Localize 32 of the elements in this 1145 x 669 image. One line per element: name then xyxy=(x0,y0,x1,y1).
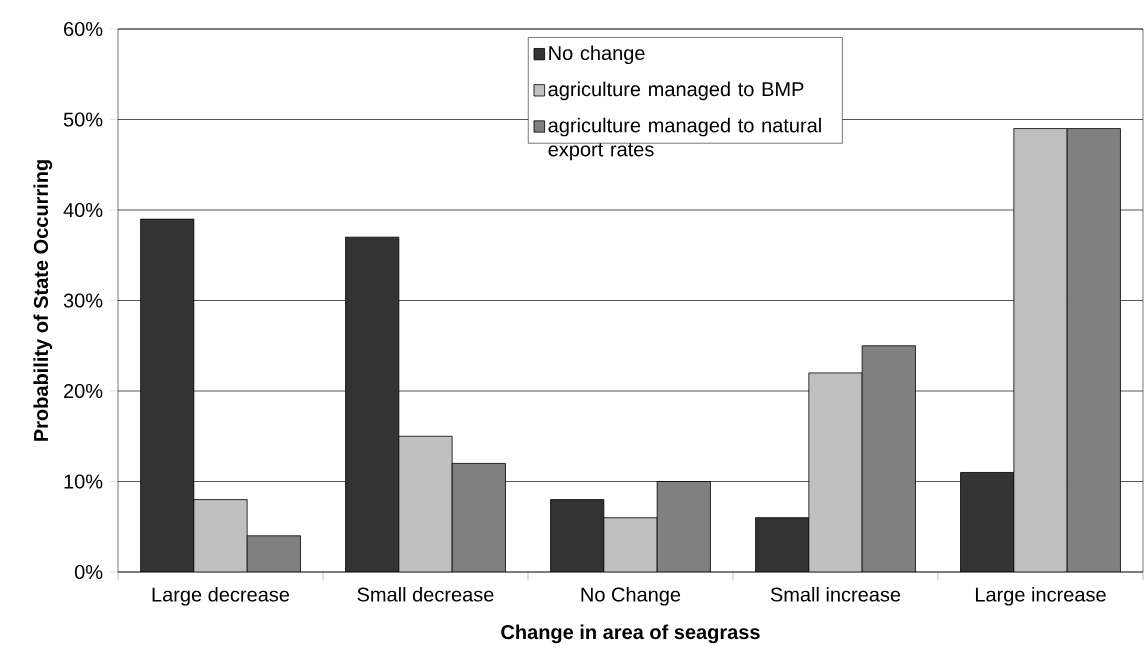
bar xyxy=(755,517,809,572)
bar xyxy=(603,517,658,572)
bar xyxy=(398,436,453,572)
bar xyxy=(193,499,248,572)
bar xyxy=(345,237,399,572)
x-tick-label: No Change xyxy=(581,586,681,606)
y-tick-label: 50% xyxy=(63,112,103,127)
bar xyxy=(960,472,1015,572)
bar xyxy=(1066,128,1121,572)
legend-label: agriculture managed to natural export rates xyxy=(548,117,821,161)
y-tick-label: 0% xyxy=(74,564,103,580)
x-tick-label: Small decrease xyxy=(357,586,494,602)
bar xyxy=(862,345,916,572)
y-tick-label: 20% xyxy=(64,383,103,399)
bar xyxy=(808,372,863,572)
y-tick-label: 10% xyxy=(64,474,103,489)
bar xyxy=(1013,128,1068,572)
x-tick-label: Small increase xyxy=(770,586,901,602)
y-tick-label: 60% xyxy=(64,21,103,37)
bar xyxy=(140,219,194,572)
y-tick-label: 40% xyxy=(63,202,103,218)
y-axis-title: Probability of State Occurring xyxy=(33,160,53,441)
bar xyxy=(550,499,604,572)
x-axis-title: Change in area of seagrass xyxy=(501,624,760,644)
y-tick-label: 30% xyxy=(63,293,103,308)
x-tick-label: Large increase xyxy=(975,586,1106,606)
bar xyxy=(247,535,301,572)
legend-label: agriculture managed to BMP xyxy=(548,81,804,101)
bar xyxy=(452,463,506,572)
x-tick-label: Large decrease xyxy=(152,586,290,606)
bar xyxy=(657,481,711,572)
legend-label: No change xyxy=(549,45,645,65)
